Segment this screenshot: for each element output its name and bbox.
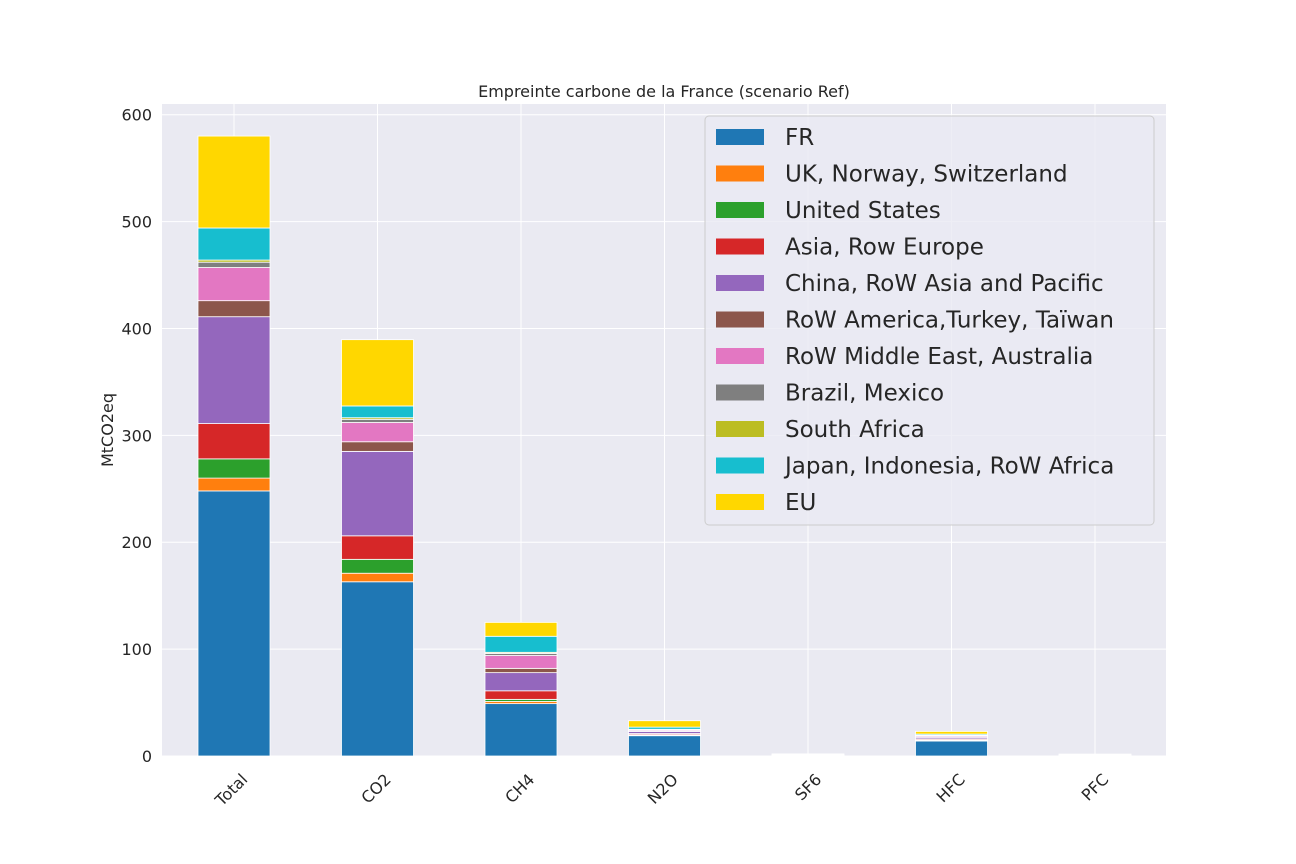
y-tick-label: 500 [121, 213, 152, 232]
y-tick-label: 600 [121, 106, 152, 125]
y-tick-label: 400 [121, 319, 152, 338]
bar-segment [915, 740, 988, 757]
y-axis-ticks: 0 100 200 300 400 500 600 [121, 106, 152, 766]
bar-segment [484, 672, 558, 692]
bar-segment [341, 405, 414, 419]
chart-title: Empreinte carbone de la France (scenario… [478, 82, 850, 101]
bar-segment [484, 703, 558, 757]
bar-segment [341, 418, 414, 423]
y-tick-label: 100 [121, 640, 152, 659]
y-axis-label: MtCO2eq [98, 393, 117, 467]
legend-label: RoW America,Turkey, Taïwan [785, 308, 1114, 334]
bar-segment [484, 667, 558, 674]
bar-segment [341, 450, 414, 537]
bar-segment [197, 261, 271, 268]
bar-segment [341, 535, 414, 560]
legend-frame [704, 115, 1155, 526]
legend-label: FR [785, 125, 814, 151]
bar-segment [341, 558, 414, 574]
x-tick-label: HFC [932, 770, 968, 806]
legend-swatch [716, 457, 764, 474]
bar-segment [197, 477, 271, 492]
bar-segment [484, 635, 558, 653]
y-tick-label: 300 [121, 426, 152, 445]
bar-segment [484, 690, 558, 700]
legend-swatch [716, 275, 764, 291]
bar-segment [915, 731, 988, 735]
legend-swatch [716, 494, 764, 510]
legend-swatch [716, 311, 764, 328]
legend-label: United States [785, 198, 941, 224]
bar-segment [484, 655, 558, 669]
bar-segment [771, 753, 845, 755]
legend: FR UK, Norway, Switzerland United States As… [704, 115, 1155, 526]
x-tick-label: N2O [644, 770, 682, 808]
x-tick-label: Total [211, 770, 252, 811]
bar-segment [341, 422, 414, 443]
x-tick-label: SF6 [791, 770, 825, 804]
x-axis-ticks: Total CO2 CH4 N2O SF6 HFC PFC [211, 770, 1113, 811]
bar-segment [197, 490, 271, 757]
bar-segment [341, 441, 414, 452]
bar-segment [197, 300, 271, 318]
bar-stacks [197, 135, 1132, 757]
x-tick-label: CH4 [501, 770, 538, 807]
legend-swatch [716, 165, 764, 182]
legend-label: EU [785, 490, 816, 516]
bar-segment [341, 581, 414, 757]
bar-segment [628, 735, 701, 757]
bar-segment [197, 227, 271, 261]
bar-segment [341, 339, 414, 407]
x-tick-label: PFC [1078, 770, 1113, 805]
legend-swatch [716, 202, 764, 218]
bar-segment [197, 423, 271, 460]
y-tick-label: 200 [121, 533, 152, 552]
bar-segment [197, 316, 271, 424]
legend-label: Brazil, Mexico [785, 381, 944, 407]
legend-swatch [716, 421, 764, 437]
y-tick-label: 0 [142, 747, 152, 766]
legend-label: Japan, Indonesia, RoW Africa [783, 454, 1114, 480]
legend-label: South Africa [785, 417, 925, 443]
legend-label: RoW Middle East, Australia [785, 344, 1093, 370]
bar-segment [197, 135, 271, 229]
legend-swatch [716, 384, 764, 401]
legend-label: Asia, Row Europe [785, 235, 984, 261]
legend-label: UK, Norway, Switzerland [785, 162, 1068, 188]
x-tick-label: CO2 [357, 770, 394, 807]
bar-segment [484, 621, 558, 637]
bar-segment [1058, 753, 1132, 756]
bar-segment [628, 720, 701, 728]
legend-swatch [716, 348, 764, 364]
bar-segment [197, 267, 271, 302]
legend-label: China, RoW Asia and Pacific [785, 271, 1104, 297]
bar-segment [197, 458, 271, 479]
legend-swatch [716, 129, 764, 145]
legend-swatch [716, 238, 764, 255]
bar-segment [341, 572, 414, 583]
